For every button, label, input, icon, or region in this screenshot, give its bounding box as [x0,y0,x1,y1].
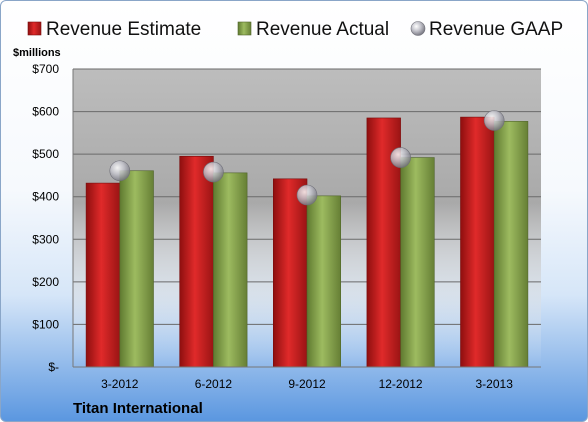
unit-label: $millions [13,47,61,59]
y-tick-label: $- [48,360,59,374]
legend-actual-swatch [237,21,252,36]
actual-bar [400,157,435,368]
x-tick-label: 3-2012 [101,377,139,391]
x-tick-label: 12-2012 [379,377,423,391]
y-tick-label: $100 [32,317,59,331]
axes: $- $100 $200 $300 $400 $500 $600 $700 3-2012 6-20… [32,62,541,391]
estimate-bar [179,155,214,368]
legend-label: Revenue Actual [256,19,389,40]
x-tick-label: 9-2012 [288,377,326,391]
gaap-marker [203,161,224,183]
gaap-markers [109,110,505,206]
company-name: Titan International [73,400,203,417]
gaap-marker [109,160,131,182]
estimate-bar [460,116,495,368]
y-tick-label: $600 [32,105,59,119]
estimate-bar [273,178,308,368]
x-tick-label: 6-2012 [195,377,233,391]
legend-label: Revenue GAAP [429,19,563,40]
estimate-bar [85,182,121,368]
y-tick-label: $500 [32,147,59,161]
actual-bar [119,170,154,368]
y-tick-label: $200 [32,275,59,289]
legend-estimate-swatch [27,21,42,36]
legend: Revenue Estimate Revenue Actual Revenue GA… [27,19,563,40]
y-tick-label: $700 [32,62,59,76]
legend-gaap-swatch [410,21,426,36]
y-tick-label: $400 [32,190,59,204]
gaap-marker [390,147,411,168]
gaap-marker [296,184,318,206]
actual-bar [306,195,341,368]
x-tick-label: 3-2013 [476,377,514,391]
actual-bar [213,172,248,368]
gaap-marker [483,110,505,131]
y-tick-label: $300 [32,232,59,246]
actual-bar [493,121,529,368]
legend-label: Revenue Estimate [46,19,201,40]
